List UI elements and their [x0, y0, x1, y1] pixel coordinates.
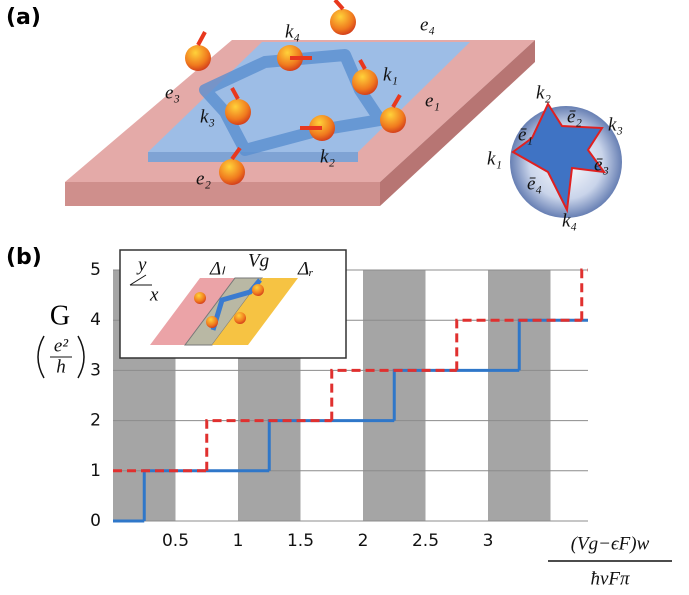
x-tick-label: 2.5 — [412, 531, 439, 551]
panel-label: (b) — [6, 245, 42, 270]
label: k₄ — [285, 21, 300, 42]
circle-label: k₂ — [536, 82, 551, 103]
inset-label: Δₗ — [209, 258, 226, 279]
label: e₄ — [420, 14, 435, 35]
circle-label: k₁ — [487, 148, 502, 169]
inset: y x Δₗ Vg Δᵣ — [120, 250, 346, 358]
circle-label: k₃ — [608, 114, 623, 135]
label: e₂ — [196, 168, 211, 189]
shaded-band — [488, 270, 551, 521]
circle-label: ē₂ — [567, 106, 582, 127]
circle-label: ē₄ — [527, 173, 542, 194]
panel-a: (a) k₄ e₄ k₁ e₁ e₃ k₃ k₂ e₂ k₂ ē₂ k₃ ē₁ … — [6, 0, 623, 231]
y-tick-label: 1 — [90, 461, 101, 481]
y-unit-numerator: e² — [54, 335, 68, 356]
x-tick-label: 0.5 — [162, 531, 189, 551]
label: k₃ — [200, 106, 215, 127]
y-unit-denominator: h — [56, 356, 66, 377]
circle-label: ē₃ — [594, 154, 609, 175]
label: k₁ — [383, 64, 398, 85]
label: e₁ — [425, 90, 440, 111]
step-segment — [582, 270, 588, 320]
x-tick-label: 2 — [358, 531, 369, 551]
figure: (a) k₄ e₄ k₁ e₁ e₃ k₃ k₂ e₂ k₂ ē₂ k₃ ē₁ … — [0, 0, 689, 595]
inset-label: y — [136, 254, 147, 275]
x-tick-label: 1 — [233, 531, 244, 551]
x-label-numerator: (Vg−ϵF)w — [571, 533, 650, 554]
x-tick-label: 1.5 — [287, 531, 314, 551]
slab-front — [65, 182, 380, 206]
y-tick-label: 0 — [90, 511, 101, 531]
x-tick-label: 3 — [483, 531, 494, 551]
inset-label: x — [149, 284, 159, 305]
y-tick-label: 4 — [90, 310, 101, 330]
circle-label: k₄ — [562, 210, 577, 231]
circle-label: ē₁ — [518, 124, 533, 145]
y-label: G — [50, 300, 70, 331]
panel-label: (a) — [6, 5, 41, 30]
label: e₃ — [165, 82, 180, 103]
y-tick-label: 3 — [90, 360, 101, 380]
y-tick-label: 2 — [90, 411, 101, 431]
x-label-denominator: ħvFπ — [590, 568, 630, 589]
inset-label: Δᵣ — [297, 258, 314, 279]
y-tick-label: 5 — [90, 260, 101, 280]
inset-label: Vg — [248, 250, 269, 271]
label: k₂ — [320, 146, 335, 167]
